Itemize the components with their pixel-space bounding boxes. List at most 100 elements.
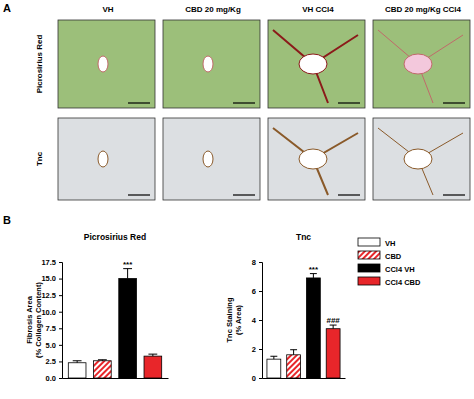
legend-item: VH [358, 238, 395, 248]
bar [68, 363, 86, 378]
y-tick: 0 [252, 374, 262, 383]
tick-label: 0 [252, 374, 256, 383]
tick-mark [259, 378, 262, 379]
legend-item: CBD [358, 251, 402, 261]
y-tick: 4 [252, 316, 262, 325]
y-axis-line [259, 263, 263, 379]
tick-mark [259, 291, 262, 292]
bar [267, 359, 281, 378]
tick-mark [259, 349, 262, 350]
tick-label: 6 [252, 287, 256, 296]
bar [306, 278, 320, 378]
column-header: VH [102, 5, 113, 14]
micrograph [268, 20, 365, 108]
error-bar [330, 325, 337, 329]
error-bar [98, 359, 107, 361]
tick-label: 2.5 [46, 357, 56, 366]
bars [267, 274, 340, 378]
row-label: Picrosirius Red [35, 35, 44, 94]
figure: A B VH CBD 20 mg/Kg VH CCl4 CBD 20 mg/Kg CCl4… [0, 0, 474, 399]
y-tick: 15.0 [41, 274, 62, 283]
error-bar [270, 356, 277, 359]
error-bar [310, 274, 317, 278]
y-axis-title: Tnc Staining(% Area) [225, 297, 243, 342]
tick-mark [59, 262, 62, 263]
bar [326, 329, 340, 378]
tick-label: 4 [252, 316, 257, 325]
column-header: CBD 20 mg/Kg [185, 5, 241, 14]
x-axis-line [63, 378, 169, 379]
tick-label: 8 [252, 258, 256, 267]
x-axis-line [263, 378, 346, 379]
micrograph [268, 118, 365, 200]
micrograph [58, 118, 155, 200]
y-tick: 8 [252, 258, 262, 267]
y-tick: 6 [252, 287, 262, 296]
bars [68, 269, 161, 378]
tick-mark [59, 345, 62, 346]
x-axis [263, 378, 346, 379]
column-header: CBD 20 mg/Kg CCl4 [385, 5, 462, 14]
annotation: *** [123, 260, 133, 269]
chart-title: Tnc [296, 232, 311, 242]
legend-swatch [358, 238, 380, 246]
bar [144, 356, 162, 378]
legend-item: CCl4 VH [358, 264, 415, 274]
micrograph [373, 118, 470, 200]
y-tick: 5.0 [46, 341, 62, 350]
legend-label: CCl4 CBD [385, 278, 421, 287]
error-bar [73, 361, 82, 363]
error-bar [290, 350, 297, 355]
y-axis-line [59, 263, 63, 379]
tick-mark [59, 295, 62, 296]
row-label: Tnc [35, 151, 44, 166]
chart-title: Picrosirius Red [84, 232, 146, 242]
tick-mark [59, 328, 62, 329]
y-tick: 10.0 [41, 308, 62, 317]
legend-swatch [358, 277, 380, 285]
legend-swatch [358, 251, 380, 259]
tick-mark [59, 378, 62, 379]
tick-mark [59, 361, 62, 362]
error-bar [123, 269, 132, 279]
tick-mark [259, 262, 262, 263]
panel-label: B [3, 214, 11, 226]
bar [94, 361, 112, 378]
x-axis [63, 378, 169, 379]
tick-mark [59, 312, 62, 313]
legend-label: VH [385, 239, 395, 248]
legend: VH CBD CCl4 VH CCl4 CBD [358, 238, 421, 287]
annotation: ### [326, 316, 340, 325]
tick-label: 15.0 [41, 274, 56, 283]
y-tick: 12.5 [41, 291, 62, 300]
chart: Picrosirius Red Fibrosis Area(% Collagen … [25, 232, 169, 383]
legend-label: CCl4 VH [385, 265, 415, 274]
y-tick: 0.0 [46, 374, 62, 383]
tick-label: 5.0 [46, 341, 56, 350]
micrograph [163, 118, 260, 200]
annotation: *** [309, 265, 319, 274]
y-axis-title: Fibrosis Area(% Collagen Content) [25, 282, 43, 358]
bar [119, 279, 137, 378]
panel-label: A [3, 2, 11, 14]
tick-label: 12.5 [41, 291, 56, 300]
bar [287, 355, 301, 378]
tick-label: 17.5 [41, 258, 56, 267]
legend-item: CCl4 CBD [358, 277, 421, 287]
tick-mark [259, 320, 262, 321]
legend-swatch [358, 264, 380, 272]
y-axis: 0.0 2.5 5.0 7.5 10.0 12.5 15.0 17.5 [41, 258, 62, 383]
micrograph [373, 20, 470, 108]
chart: Tnc Tnc Staining(% Area) 0 2 4 6 8 *** ### [225, 232, 346, 383]
tick-mark [59, 279, 62, 280]
tick-label: 0.0 [46, 374, 56, 383]
micrograph [163, 20, 260, 108]
error-bar [148, 354, 157, 356]
y-tick: 17.5 [41, 258, 62, 267]
tick-label: 7.5 [46, 324, 56, 333]
y-tick: 2 [252, 345, 262, 354]
column-header: VH CCl4 [302, 5, 334, 14]
legend-label: CBD [385, 252, 402, 261]
y-tick: 7.5 [46, 324, 62, 333]
tick-label: 10.0 [41, 308, 56, 317]
